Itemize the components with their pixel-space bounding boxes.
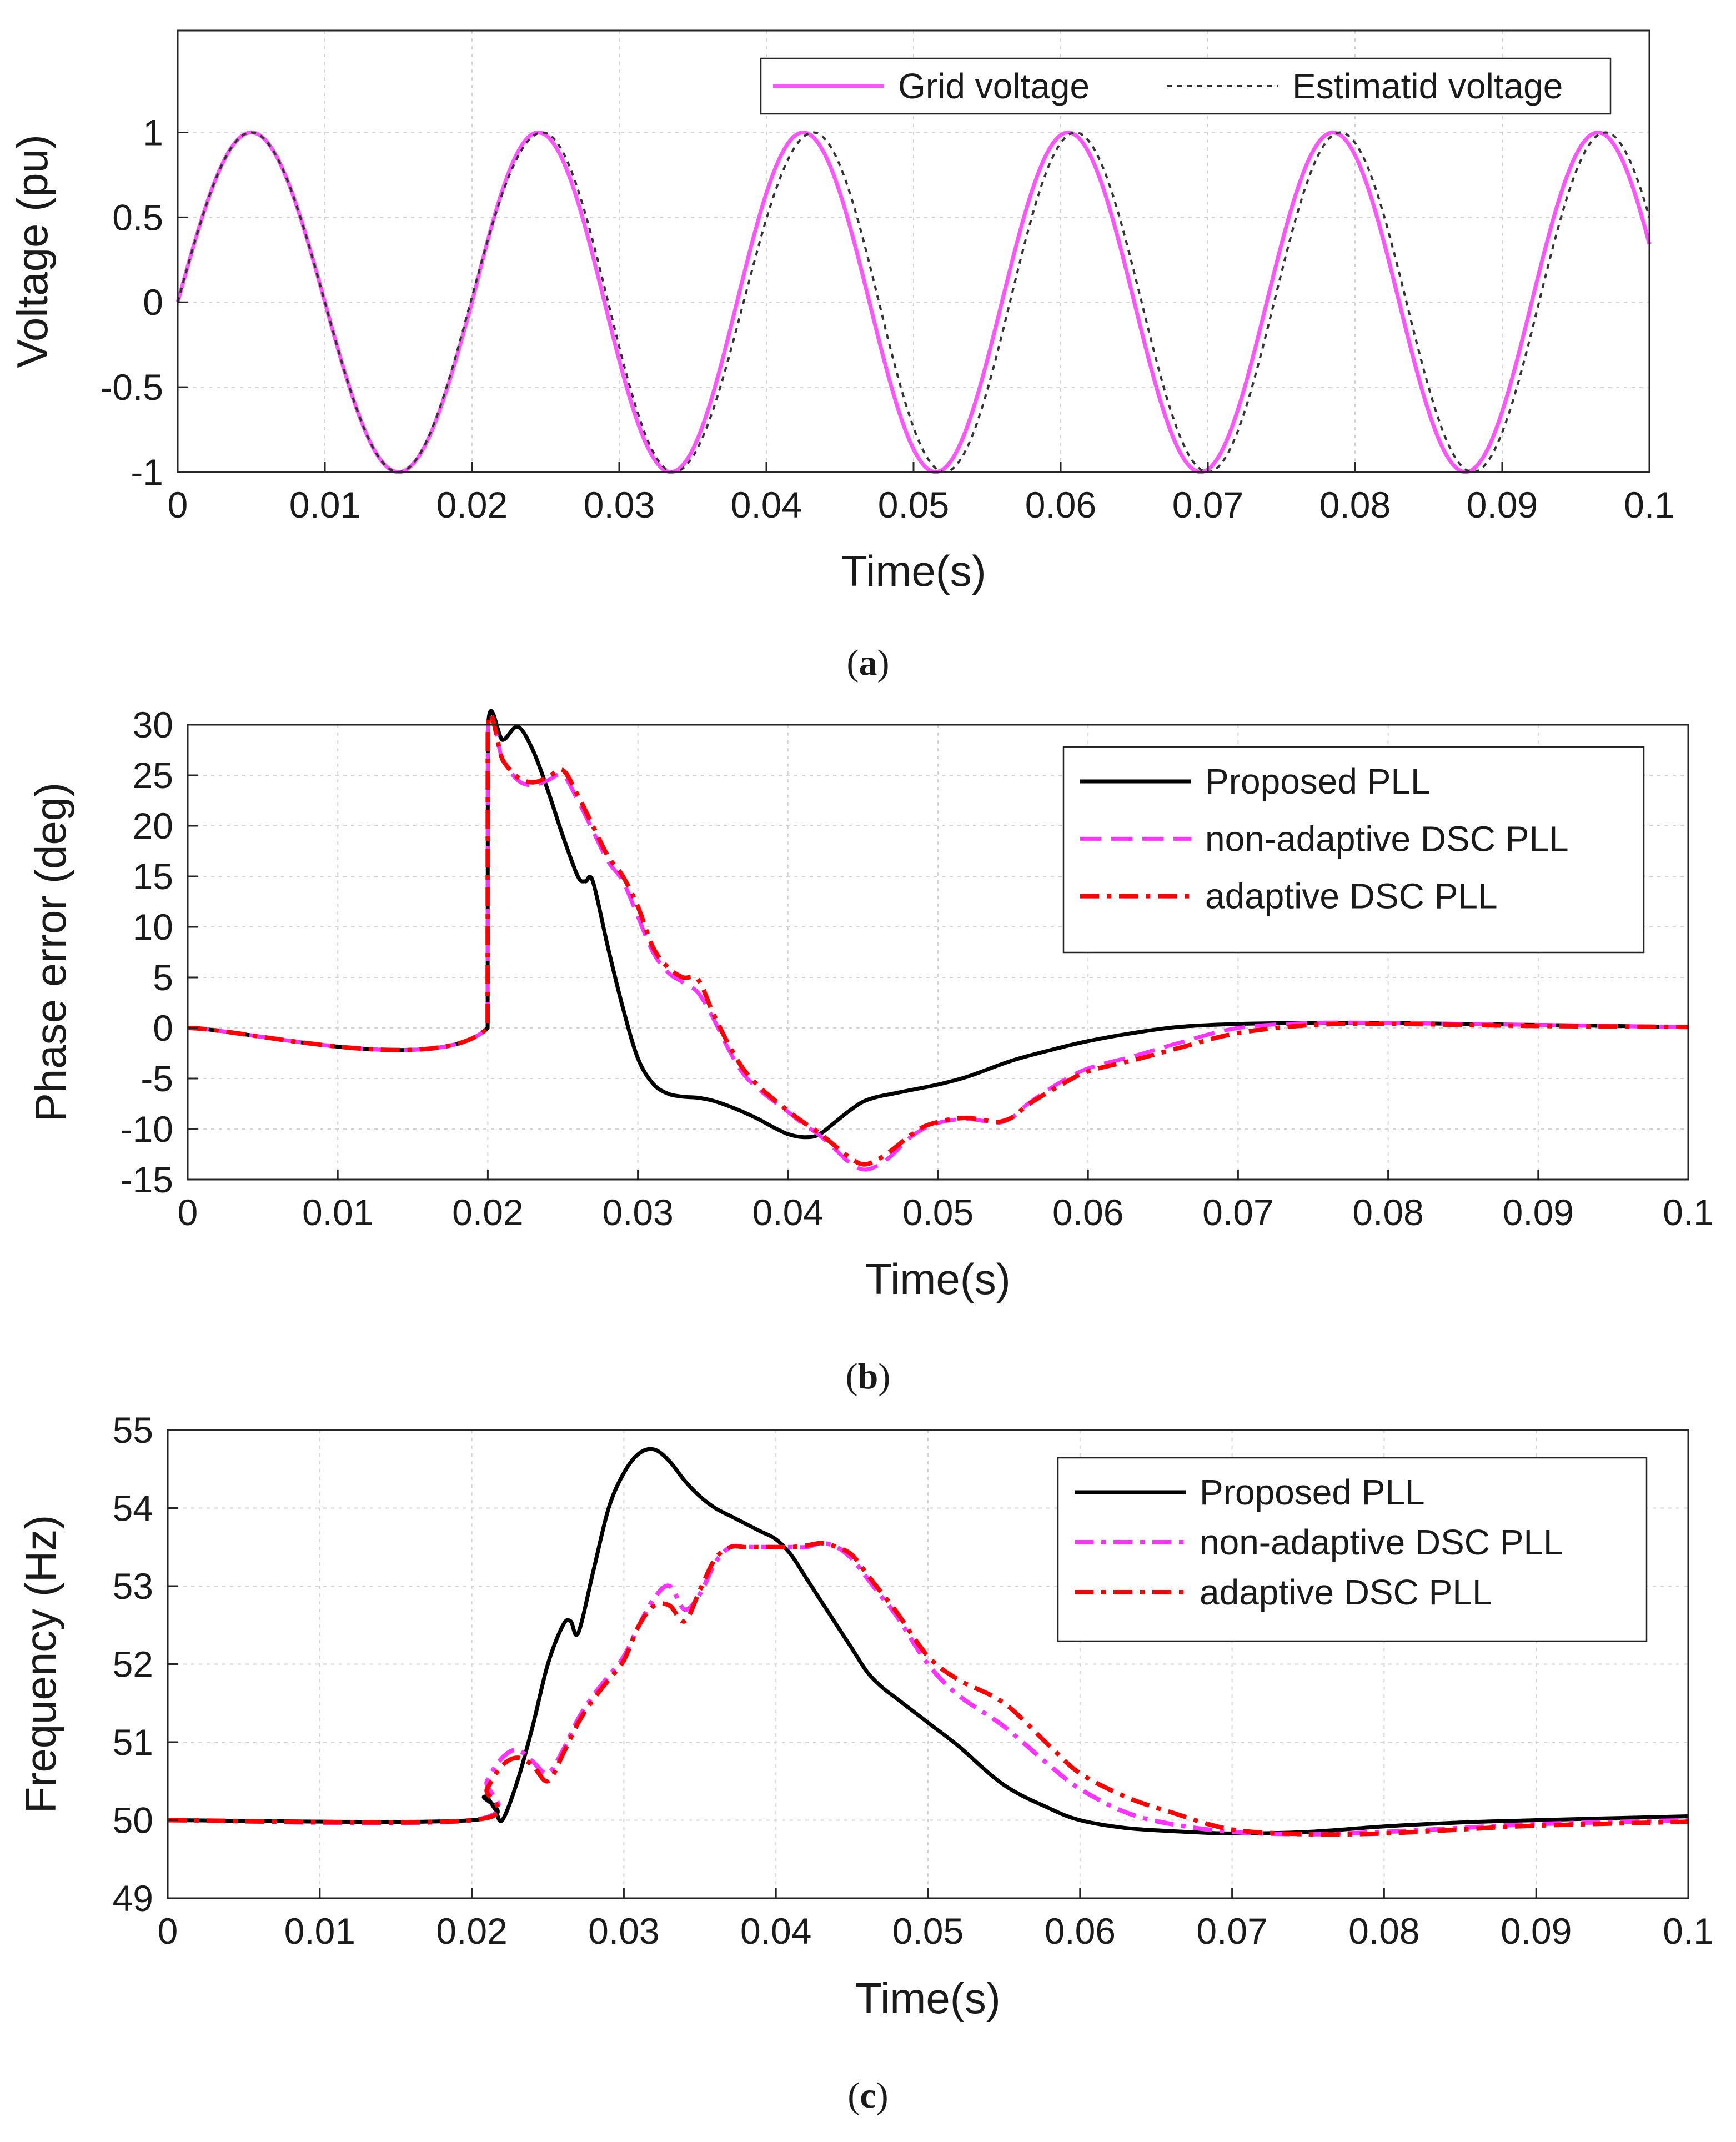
legend-label: non-adaptive DSC PLL	[1200, 1522, 1563, 1562]
x-tick-label: 0.07	[1196, 1910, 1267, 1952]
x-axis-title: Time(s)	[865, 1255, 1010, 1303]
legend-label: Proposed PLL	[1205, 761, 1431, 801]
x-tick-label: 0.09	[1501, 1910, 1572, 1952]
x-tick-label: 0.04	[731, 484, 802, 525]
x-tick-label: 0.09	[1467, 484, 1538, 525]
x-tick-label: 0.08	[1348, 1910, 1419, 1952]
y-tick-label: 15	[133, 856, 173, 897]
y-tick-label: 20	[133, 805, 173, 846]
y-tick-label: 54	[113, 1488, 153, 1529]
x-tick-label: 0.01	[284, 1910, 355, 1952]
y-tick-label: -15	[121, 1159, 173, 1200]
series-group	[167, 1447, 1689, 1837]
y-axis-title: Phase error (deg)	[26, 782, 75, 1122]
y-tick-label: 53	[113, 1566, 153, 1607]
legend-label: non-adaptive DSC PLL	[1205, 819, 1569, 859]
series-line-proposed-pll	[167, 1447, 1689, 1835]
y-tick-label: 5	[153, 957, 173, 998]
x-tick-label: 0.03	[602, 1192, 673, 1233]
y-tick-label: 50	[113, 1800, 153, 1841]
panel-c-frequency-chart: 0 0.01 0.02 0.03 0.04 0.05 0.06 0.07 0.08 0.09 0.1…	[16, 1409, 1714, 2116]
x-tick-label: 0.06	[1025, 484, 1096, 525]
panel-caption: (b)	[846, 1356, 891, 1397]
x-tick-label: 0.07	[1172, 484, 1243, 525]
y-axis-title: Frequency (Hz)	[16, 1515, 65, 1813]
x-tick-label: 0.02	[452, 1192, 523, 1233]
x-tick-label: 0.02	[436, 484, 508, 525]
y-tick-label: 25	[133, 755, 173, 796]
y-tick-label: 51	[113, 1722, 153, 1763]
y-axis-title: Voltage (pu)	[8, 134, 57, 368]
x-tick-label: 0	[158, 1910, 178, 1952]
x-tick-label: 0.03	[588, 1910, 659, 1952]
series-line-adaptive-dsc-pll	[167, 1541, 1689, 1837]
series-line-adaptive-dsc-pll	[187, 712, 1689, 1167]
y-tick-label: 55	[113, 1409, 153, 1451]
legend-label: adaptive DSC PLL	[1200, 1572, 1492, 1612]
legend: Proposed PLL non-adaptive DSC PLL adaptive…	[1057, 1457, 1648, 1642]
series-line-proposed-pll	[187, 709, 1689, 1140]
panel-a-voltage-chart: 0 0.01 0.02 0.03 0.04 0.05 0.06 0.07 0.08 0.09 0.1…	[8, 29, 1675, 683]
y-tick-label: 0	[143, 282, 163, 323]
x-tick-label: 0.04	[740, 1910, 811, 1952]
series-line-grid-voltage	[175, 131, 1652, 474]
x-axis-title: Time(s)	[855, 1974, 1000, 2023]
y-tick-label: -5	[141, 1058, 173, 1099]
legend: Proposed PLL non-adaptive DSC PLL adaptive…	[1062, 746, 1645, 954]
legend-label: Grid voltage	[898, 66, 1090, 106]
x-tick-label: 0.1	[1663, 1910, 1714, 1952]
x-tick-label: 0.03	[584, 484, 655, 525]
x-tick-label: 0.07	[1202, 1192, 1273, 1233]
x-tick-label: 0.01	[289, 484, 360, 525]
x-tick-label: 0.05	[902, 1192, 974, 1233]
x-axis: 0 0.01 0.02 0.03 0.04 0.05 0.06 0.07 0.08 0.09 0.1	[158, 1888, 1714, 1952]
x-axis: 0 0.01 0.02 0.03 0.04 0.05 0.06 0.07 0.08 0.09 0.1	[168, 462, 1675, 525]
y-tick-label: 49	[113, 1878, 153, 1919]
x-tick-label: 0.02	[436, 1910, 507, 1952]
y-tick-label: 52	[113, 1644, 153, 1685]
x-tick-label: 0.04	[752, 1192, 824, 1233]
y-tick-label: 1	[143, 112, 163, 153]
x-tick-label: 0.06	[1052, 1192, 1123, 1233]
y-tick-label: 30	[133, 704, 173, 745]
y-tick-label: -10	[121, 1108, 173, 1150]
y-tick-label: 10	[133, 906, 173, 947]
series-group	[187, 709, 1689, 1172]
x-tick-label: 0.05	[878, 484, 949, 525]
x-tick-label: 0.1	[1624, 484, 1675, 525]
series-line-non-adaptive-dsc-pll	[167, 1541, 1689, 1837]
y-tick-label: 0	[153, 1007, 173, 1049]
panel-caption: (c)	[847, 2075, 888, 2116]
y-axis: 49 50 51 52 53 54 55	[113, 1409, 178, 1919]
x-axis: 0 0.01 0.02 0.03 0.04 0.05 0.06 0.07 0.08 0.09 0.1	[178, 1170, 1714, 1233]
x-tick-label: 0.08	[1319, 484, 1391, 525]
legend-label: Estimatid voltage	[1292, 66, 1563, 106]
legend-label: Proposed PLL	[1200, 1472, 1425, 1512]
x-tick-label: 0	[178, 1192, 198, 1233]
legend-label: adaptive DSC PLL	[1205, 876, 1498, 916]
x-tick-label: 0.1	[1663, 1192, 1714, 1233]
x-tick-label: 0.01	[302, 1192, 373, 1233]
x-tick-label: 0.09	[1503, 1192, 1574, 1233]
y-axis: -1 -0.5 0 0.5 1	[100, 112, 188, 493]
x-tick-label: 0.08	[1352, 1192, 1423, 1233]
series-line-non-adaptive-dsc-pll	[187, 713, 1689, 1172]
y-tick-label: -0.5	[100, 367, 163, 408]
y-tick-label: -1	[131, 452, 163, 493]
legend-box	[760, 57, 1612, 115]
legend-box	[1057, 1457, 1648, 1642]
x-axis-title: Time(s)	[841, 546, 986, 595]
x-tick-label: 0.05	[892, 1910, 964, 1952]
x-tick-label: 0	[168, 484, 188, 525]
panel-caption: (a)	[847, 643, 890, 683]
x-tick-label: 0.06	[1045, 1910, 1116, 1952]
y-tick-label: 0.5	[112, 197, 163, 238]
legend: Grid voltage Estimatid voltage	[760, 57, 1612, 115]
panel-b-phase-error-chart: 0 0.01 0.02 0.03 0.04 0.05 0.06 0.07 0.08 0.09 0.1…	[26, 704, 1714, 1397]
y-axis: -15 -10 -5 0 5 10 15 20 25 30	[121, 704, 198, 1200]
